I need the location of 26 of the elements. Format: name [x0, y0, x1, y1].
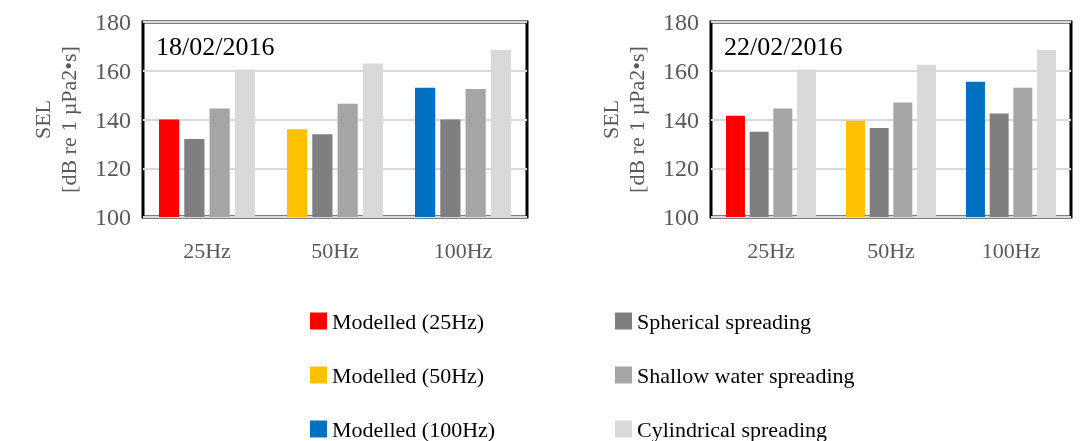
y-tick-label: 180 [95, 9, 131, 35]
legend-label: Modelled (50Hz) [332, 362, 485, 388]
y-tick-label: 160 [663, 57, 699, 84]
y-tick-label: 120 [663, 155, 699, 182]
chart-title: 22/02/2016 [724, 31, 843, 61]
legend-label: Cylindrical spreading [637, 416, 828, 441]
y-axis-title: SEL [dB re 1 µPa2•s] [29, 46, 81, 193]
y-tick-label: 120 [95, 155, 131, 182]
legend-label: Modelled (100Hz) [332, 416, 496, 441]
chart-title: 18/02/2016 [156, 31, 275, 61]
y-tick-label: 140 [95, 106, 131, 133]
y-tick-label: 100 [95, 204, 131, 230]
x-tick-label: 100Hz [981, 237, 1041, 263]
x-tick-label: 25Hz [747, 237, 796, 263]
x-tick-label: 25Hz [183, 237, 232, 263]
legend-label: Shallow water spreading [637, 362, 855, 388]
x-tick-label: 100Hz [433, 237, 493, 263]
x-tick-label: 50Hz [311, 237, 360, 263]
x-tick-label: 50Hz [867, 237, 916, 263]
y-tick-label: 100 [663, 204, 699, 230]
y-tick-label: 160 [95, 57, 131, 84]
y-tick-label: 180 [663, 9, 699, 35]
legend-label: Spherical spreading [637, 308, 812, 334]
y-axis-title: SEL [dB re 1 µPa2•s] [597, 46, 649, 193]
legend-label: Modelled (25Hz) [332, 308, 485, 334]
y-tick-label: 140 [663, 106, 699, 133]
